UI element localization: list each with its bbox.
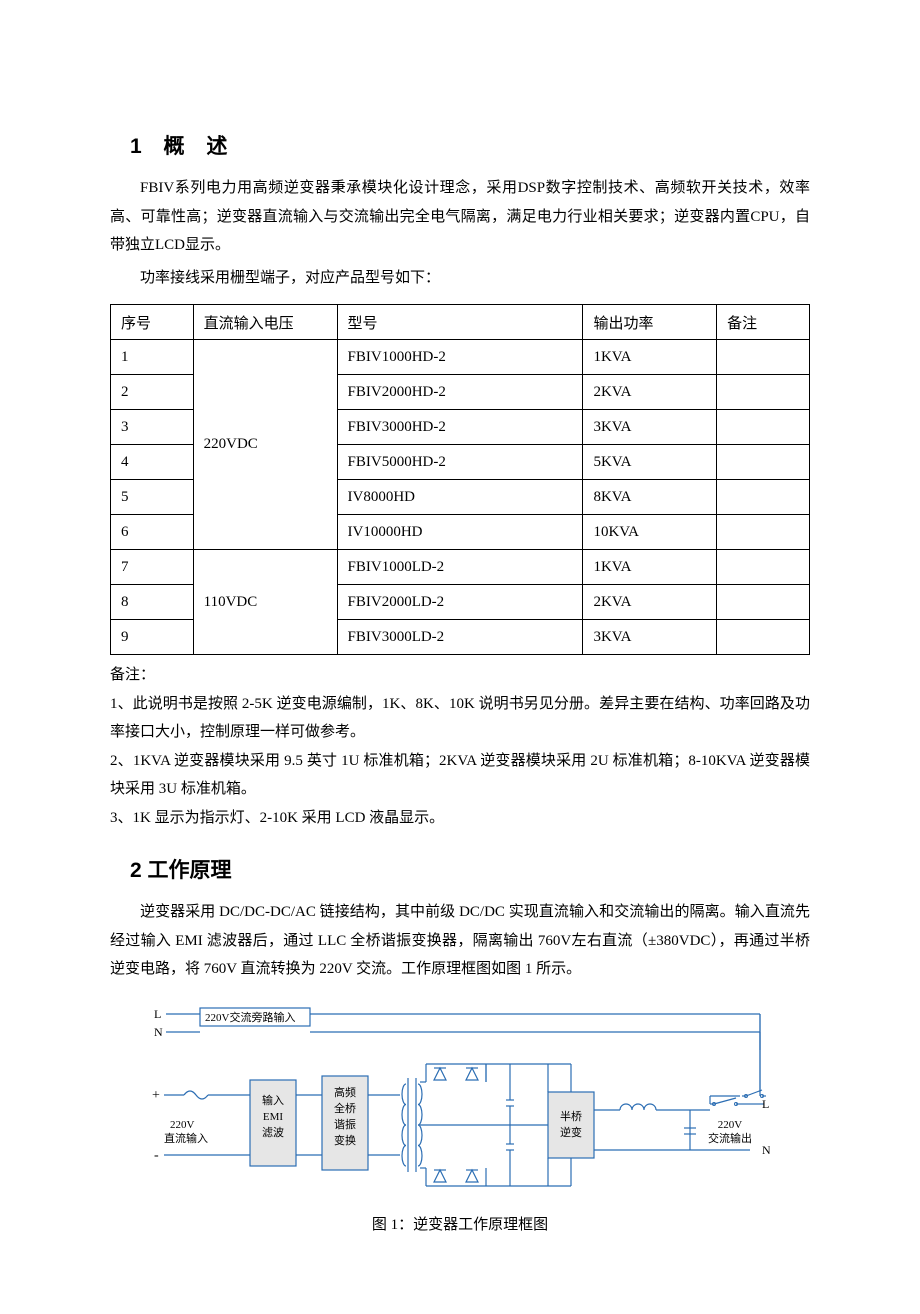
svg-text:交流输出: 交流输出 <box>708 1131 752 1145</box>
cell-model: FBIV5000HD-2 <box>337 445 583 480</box>
product-table: 序号 直流输入电压 型号 输出功率 备注 1220VDCFBIV1000HD-2… <box>110 304 810 655</box>
cell-remark <box>717 375 810 410</box>
cell-power: 5KVA <box>583 445 717 480</box>
svg-text:EMI: EMI <box>263 1111 284 1123</box>
cell-seq: 8 <box>111 585 194 620</box>
document-page: 1 概 述 FBIV系列电力用高频逆变器秉承模块化设计理念，采用DSP数字控制技… <box>0 0 920 1314</box>
svg-text:高频: 高频 <box>334 1085 356 1099</box>
svg-text:直流输入: 直流输入 <box>164 1131 208 1145</box>
cell-power: 2KVA <box>583 375 717 410</box>
cell-seq: 6 <box>111 515 194 550</box>
svg-text:+: + <box>152 1088 160 1103</box>
svg-text:滤波: 滤波 <box>262 1126 284 1139</box>
col-model: 型号 <box>337 305 583 340</box>
cell-seq: 2 <box>111 375 194 410</box>
svg-text:全桥: 全桥 <box>334 1101 356 1115</box>
cell-model: FBIV1000HD-2 <box>337 340 583 375</box>
svg-text:220V: 220V <box>170 1119 195 1131</box>
cell-seq: 5 <box>111 480 194 515</box>
cell-remark <box>717 515 810 550</box>
cell-seq: 7 <box>111 550 194 585</box>
cell-power: 3KVA <box>583 410 717 445</box>
section2-para1: 逆变器采用 DC/DC-DC/AC 链接结构，其中前级 DC/DC 实现直流输入… <box>110 898 810 984</box>
cell-model: FBIV3000LD-2 <box>337 620 583 655</box>
col-vin: 直流输入电压 <box>193 305 337 340</box>
svg-text:220V: 220V <box>718 1119 743 1131</box>
cell-vin: 110VDC <box>193 550 337 655</box>
col-remark: 备注 <box>717 305 810 340</box>
svg-text:输入: 输入 <box>262 1093 284 1107</box>
figure-caption: 图 1：逆变器工作原理框图 <box>110 1213 810 1234</box>
cell-model: FBIV2000LD-2 <box>337 585 583 620</box>
table-row: 1220VDCFBIV1000HD-21KVA <box>111 340 810 375</box>
note-2: 2、1KVA 逆变器模块采用 9.5 英寸 1U 标准机箱；2KVA 逆变器模块… <box>110 747 810 804</box>
cell-power: 3KVA <box>583 620 717 655</box>
svg-text:-: - <box>154 1148 159 1163</box>
cell-seq: 3 <box>111 410 194 445</box>
cell-model: FBIV3000HD-2 <box>337 410 583 445</box>
section2-title: 2 工作原理 <box>130 854 810 884</box>
svg-text:N: N <box>154 1025 163 1039</box>
svg-text:变换: 变换 <box>334 1133 356 1147</box>
block-diagram: LN220V交流旁路输入+-220V直流输入输入EMI滤波高频全桥谐振变换半桥逆… <box>150 1000 810 1205</box>
section1-para1: FBIV系列电力用高频逆变器秉承模块化设计理念，采用DSP数字控制技术、高频软开… <box>110 174 810 260</box>
cell-remark <box>717 550 810 585</box>
cell-power: 2KVA <box>583 585 717 620</box>
svg-text:L: L <box>762 1097 769 1111</box>
note-3: 3、1K 显示为指示灯、2-10K 采用 LCD 液晶显示。 <box>110 804 810 833</box>
table-row: 7110VDCFBIV1000LD-21KVA <box>111 550 810 585</box>
svg-text:N: N <box>762 1143 770 1157</box>
cell-remark <box>717 480 810 515</box>
cell-model: IV8000HD <box>337 480 583 515</box>
svg-text:220V交流旁路输入: 220V交流旁路输入 <box>205 1010 295 1024</box>
cell-power: 8KVA <box>583 480 717 515</box>
col-seq: 序号 <box>111 305 194 340</box>
cell-remark <box>717 340 810 375</box>
cell-vin: 220VDC <box>193 340 337 550</box>
svg-text:半桥: 半桥 <box>560 1109 582 1123</box>
table-header-row: 序号 直流输入电压 型号 输出功率 备注 <box>111 305 810 340</box>
section1-para2: 功率接线采用栅型端子，对应产品型号如下： <box>110 264 810 293</box>
notes-label: 备注： <box>110 661 810 690</box>
cell-model: IV10000HD <box>337 515 583 550</box>
cell-seq: 9 <box>111 620 194 655</box>
cell-power: 1KVA <box>583 550 717 585</box>
cell-seq: 4 <box>111 445 194 480</box>
svg-text:谐振: 谐振 <box>334 1117 356 1131</box>
cell-seq: 1 <box>111 340 194 375</box>
note-1: 1、此说明书是按照 2-5K 逆变电源编制，1K、8K、10K 说明书另见分册。… <box>110 690 810 747</box>
cell-model: FBIV2000HD-2 <box>337 375 583 410</box>
svg-text:逆变: 逆变 <box>560 1125 582 1139</box>
cell-power: 1KVA <box>583 340 717 375</box>
svg-text:L: L <box>154 1007 161 1021</box>
cell-remark <box>717 410 810 445</box>
cell-power: 10KVA <box>583 515 717 550</box>
section1-title: 1 概 述 <box>130 130 810 160</box>
cell-model: FBIV1000LD-2 <box>337 550 583 585</box>
col-power: 输出功率 <box>583 305 717 340</box>
cell-remark <box>717 585 810 620</box>
cell-remark <box>717 445 810 480</box>
cell-remark <box>717 620 810 655</box>
